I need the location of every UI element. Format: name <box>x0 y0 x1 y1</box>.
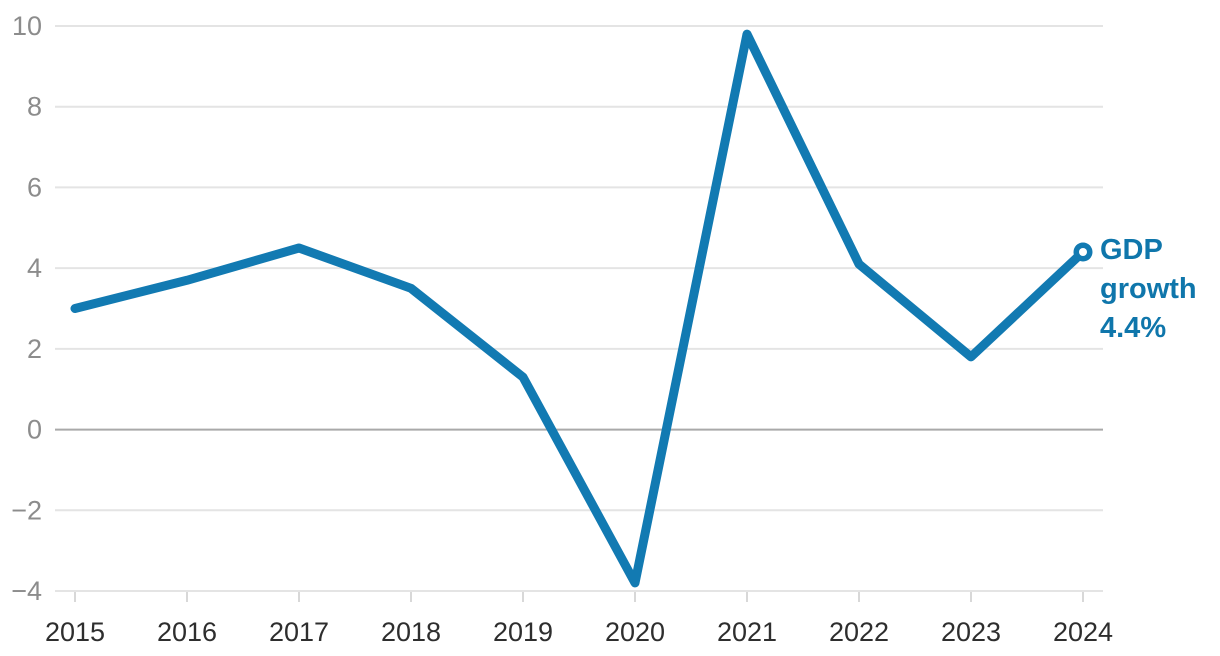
x-axis-tick-label: 2016 <box>157 617 217 647</box>
y-axis-tick-label: 4 <box>27 253 42 283</box>
end-point-marker-hole <box>1079 248 1087 256</box>
x-axis-tick-label: 2023 <box>941 617 1001 647</box>
annotation-line-3: 4.4% <box>1100 312 1167 344</box>
annotation-line-1: GDP <box>1100 234 1163 266</box>
x-axis-tick-label: 2021 <box>717 617 777 647</box>
y-axis-tick-label: −4 <box>11 576 42 606</box>
x-axis-tick-label: 2015 <box>45 617 105 647</box>
x-axis-tick-label: 2018 <box>381 617 441 647</box>
gdp-growth-line <box>70 29 1088 588</box>
x-axis-tick-label: 2024 <box>1053 617 1113 647</box>
x-axis-tick-label: 2017 <box>269 617 329 647</box>
x-axis-tick-label: 2020 <box>605 617 665 647</box>
y-axis-tick-label: 0 <box>27 415 42 445</box>
y-axis-tick-label: 8 <box>27 92 42 122</box>
x-axis-tick-label: 2022 <box>829 617 889 647</box>
annotation-line-2: growth <box>1100 273 1197 305</box>
y-axis-tick-label: 6 <box>27 172 42 202</box>
y-axis-tick-label: 2 <box>27 334 42 364</box>
y-axis-tick-label: −2 <box>11 495 42 525</box>
y-axis-tick-label: 10 <box>12 11 42 41</box>
end-point-annotation: GDP growth 4.4% <box>1100 231 1197 348</box>
x-axis-tick-label: 2019 <box>493 617 553 647</box>
